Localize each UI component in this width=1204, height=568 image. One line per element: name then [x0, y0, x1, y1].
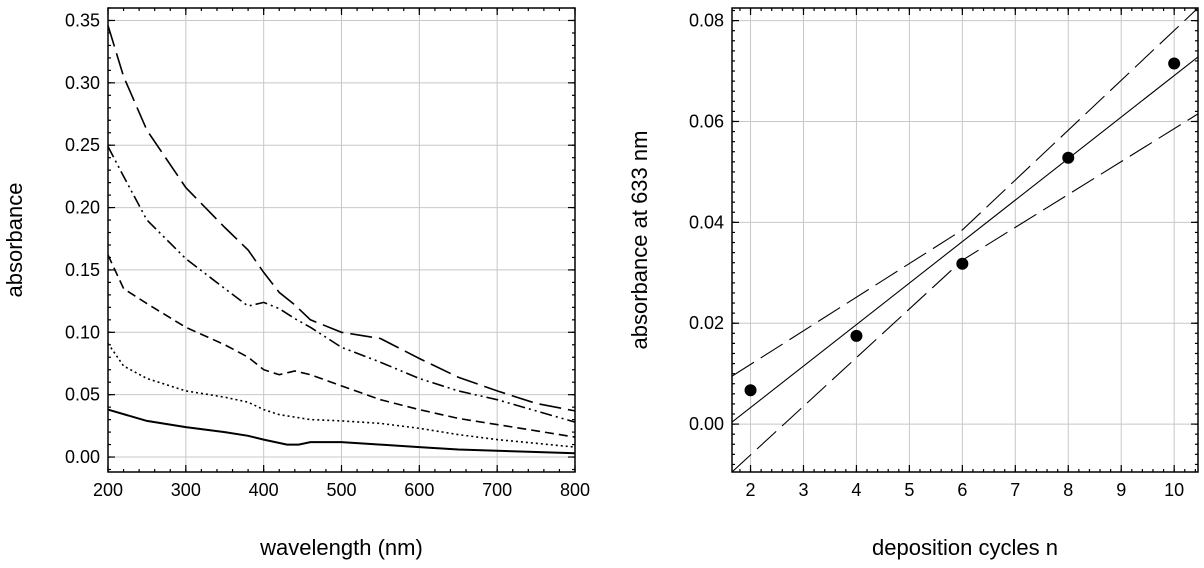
spectrum-series-2 [108, 343, 575, 448]
y-tick-label: 0.04 [689, 212, 724, 232]
x-tick-label: 3 [798, 480, 808, 500]
y-tick-label: 0.35 [65, 10, 100, 30]
x-tick-label: 5 [904, 480, 914, 500]
x-tick-label: 7 [1010, 480, 1020, 500]
y-tick-label: 0.10 [65, 322, 100, 342]
y-tick-label: 0.08 [689, 11, 724, 31]
x-tick-label: 9 [1116, 480, 1126, 500]
y-tick-label: 0.06 [689, 111, 724, 131]
data-point [1062, 151, 1075, 164]
data-point [1168, 57, 1181, 70]
data-point [956, 257, 969, 270]
y-tick-label: 0.00 [689, 414, 724, 434]
spectrum-series-5 [108, 25, 575, 412]
spectrum-series-3 [108, 254, 575, 438]
spectrum-series-4 [108, 146, 575, 423]
y-axis-title: absorbance [2, 183, 27, 298]
x-tick-label: 300 [171, 480, 201, 500]
x-tick-label: 500 [326, 480, 356, 500]
y-tick-label: 0.15 [65, 260, 100, 280]
x-tick-label: 2 [746, 480, 756, 500]
x-tick-label: 8 [1063, 480, 1073, 500]
y-tick-label: 0.30 [65, 73, 100, 93]
y-tick-label: 0.05 [65, 385, 100, 405]
y-tick-label: 0.02 [689, 313, 724, 333]
plot-frame [731, 7, 1199, 473]
absorbance-spectra-chart: 200 300 400 500 600 700 800 0.00 0.05 0.10 0.15 0.2… [2, 7, 590, 560]
data-point [744, 384, 757, 397]
x-tick-label: 4 [851, 480, 861, 500]
x-axis-title: deposition cycles n [872, 535, 1058, 560]
plot-frame [107, 7, 576, 473]
x-tick-label: 400 [249, 480, 279, 500]
y-tick-label: 0.20 [65, 198, 100, 218]
y-tick-label: 0.00 [65, 447, 100, 467]
x-tick-label: 200 [93, 480, 123, 500]
y-tick-label: 0.25 [65, 135, 100, 155]
x-axis-title: wavelength (nm) [259, 535, 423, 560]
data-point [850, 329, 863, 342]
confidence-band-upper [732, 8, 1198, 377]
x-tick-label: 10 [1164, 480, 1184, 500]
spectrum-series-1 [108, 408, 575, 455]
x-tick-label: 700 [482, 480, 512, 500]
x-tick-label: 800 [560, 480, 590, 500]
x-tick-label: 600 [404, 480, 434, 500]
x-tick-label: 6 [957, 480, 967, 500]
y-axis-title: absorbance at 633 nm [627, 131, 652, 350]
linear-fit-line [732, 56, 1198, 423]
absorbance-vs-cycles-chart: 2 3 4 5 6 7 8 9 10 0.00 0.02 0.04 0.06 0.08 deposition… [627, 7, 1199, 560]
